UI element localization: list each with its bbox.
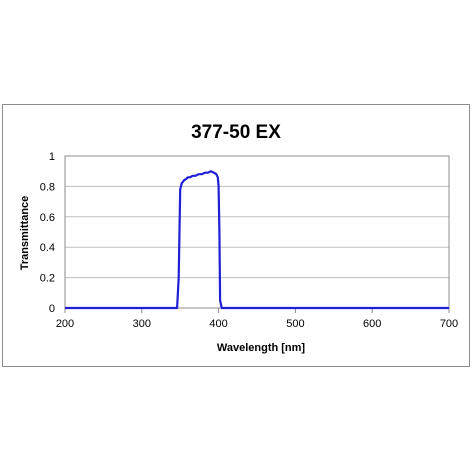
y-tick-label: 1	[49, 151, 55, 163]
x-tick-label: 300	[133, 318, 151, 330]
chart-title: 377-50 EX	[191, 122, 281, 143]
plot-border	[64, 155, 450, 309]
transmittance-series-line	[65, 170, 449, 310]
x-tick-label: 700	[440, 318, 458, 330]
x-tick-label: 600	[363, 318, 381, 330]
x-tick-label: 200	[56, 318, 74, 330]
x-tick-label: 500	[286, 318, 304, 330]
transmittance-chart: 377-50 EX 0 0.2 0.4 0.6 0.8 1 200 300 400 500 600…	[19, 122, 458, 354]
y-tick-label: 0	[49, 303, 55, 315]
x-tick-label: 400	[209, 318, 227, 330]
y-tick-label: 0.8	[40, 181, 55, 193]
y-tick-label: 0.2	[40, 273, 55, 285]
x-tick-labels: 200 300 400 500 600 700	[56, 318, 458, 330]
series-layer	[65, 170, 449, 310]
y-tick-labels: 0 0.2 0.4 0.6 0.8 1	[40, 151, 55, 315]
y-tick-label: 0.6	[40, 212, 55, 224]
gridlines	[64, 155, 450, 313]
y-tick-label: 0.4	[40, 242, 55, 254]
y-axis-label: Transmittance	[19, 196, 31, 271]
x-axis-label: Wavelength [nm]	[217, 342, 306, 354]
chart-frame: 377-50 EX 0 0.2 0.4 0.6 0.8 1 200 300 400 500 600…	[2, 104, 470, 367]
